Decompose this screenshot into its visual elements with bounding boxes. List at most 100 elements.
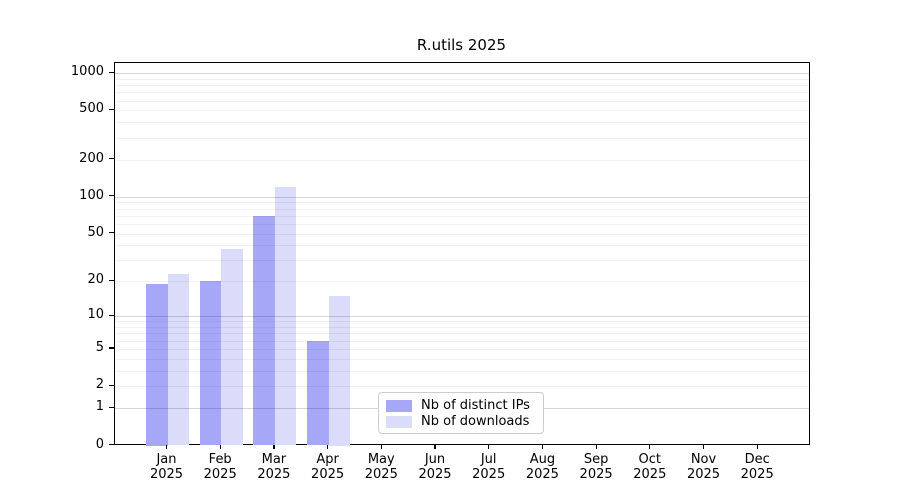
gridline-minor bbox=[114, 358, 809, 360]
x-tick-month: Feb bbox=[208, 451, 232, 467]
x-tick bbox=[488, 444, 490, 449]
gridline-minor bbox=[114, 208, 809, 210]
y-tick bbox=[108, 444, 114, 446]
x-tick-year: 2025 bbox=[311, 467, 345, 482]
x-tick-month: Apr bbox=[316, 451, 339, 467]
x-tick-month: Jan bbox=[156, 451, 177, 467]
x-tick-month: Nov bbox=[690, 451, 717, 467]
x-tick-label: Jan 2025 bbox=[135, 452, 199, 483]
x-tick-year: 2025 bbox=[364, 467, 398, 482]
bar-downloads bbox=[274, 186, 297, 446]
gridline-minor bbox=[114, 85, 809, 86]
plot-area bbox=[113, 61, 810, 446]
x-tick-label: Feb 2025 bbox=[188, 452, 252, 483]
x-tick-label: May 2025 bbox=[349, 452, 413, 483]
x-tick-month: Jul bbox=[480, 451, 497, 467]
x-tick-month: Sep bbox=[583, 451, 609, 467]
gridline-minor bbox=[114, 327, 809, 328]
x-tick-label: Aug 2025 bbox=[510, 452, 574, 483]
y-tick bbox=[108, 71, 114, 73]
y-tick bbox=[108, 279, 114, 282]
x-tick-year: 2025 bbox=[579, 467, 613, 482]
gridline-minor bbox=[114, 92, 809, 94]
x-tick-label: Dec 2025 bbox=[725, 452, 789, 483]
x-tick-month: Jun bbox=[424, 451, 446, 467]
gridline-minor bbox=[114, 260, 809, 262]
gridline-minor bbox=[114, 340, 809, 342]
x-tick bbox=[327, 444, 329, 449]
bar-downloads bbox=[221, 249, 243, 446]
x-tick-label: Mar 2025 bbox=[242, 452, 306, 483]
y-tick bbox=[108, 108, 114, 111]
gridline-major bbox=[114, 73, 809, 74]
x-tick bbox=[595, 444, 597, 449]
gridline-minor bbox=[114, 215, 809, 217]
y-tick-label: 1 bbox=[95, 399, 104, 415]
bar-distinct-ips bbox=[307, 340, 329, 446]
x-tick-year: 2025 bbox=[740, 467, 774, 482]
gridline-minor bbox=[114, 245, 809, 247]
x-tick-month: May bbox=[367, 451, 395, 467]
y-tick-label: 200 bbox=[79, 150, 104, 166]
gridline-minor bbox=[114, 78, 809, 80]
x-tick-month: Dec bbox=[744, 451, 770, 467]
y-tick-label: 0 bbox=[95, 436, 104, 452]
x-tick-month: Oct bbox=[638, 451, 662, 467]
x-tick-year: 2025 bbox=[257, 467, 291, 482]
gridline-minor bbox=[114, 159, 809, 161]
y-tick-label: 2 bbox=[95, 377, 104, 393]
x-tick-year: 2025 bbox=[418, 467, 452, 482]
x-tick-label: Sep 2025 bbox=[564, 452, 628, 483]
x-tick bbox=[756, 444, 758, 449]
gridline-minor bbox=[114, 223, 809, 225]
x-tick-year: 2025 bbox=[525, 467, 559, 482]
gridline-minor bbox=[114, 348, 809, 350]
bar-downloads bbox=[328, 296, 351, 446]
x-tick-year: 2025 bbox=[149, 467, 184, 482]
y-tick-label: 5 bbox=[95, 339, 104, 355]
bar-distinct-ips bbox=[199, 281, 222, 446]
gridline-major bbox=[114, 196, 809, 198]
gridline-minor bbox=[114, 137, 809, 139]
legend-swatch-downloads bbox=[386, 416, 412, 428]
gridline-minor bbox=[114, 333, 809, 335]
chart-title: R.utils 2025 bbox=[416, 36, 507, 54]
y-tick bbox=[108, 314, 114, 316]
x-tick bbox=[702, 444, 705, 449]
gridline-minor bbox=[114, 321, 809, 323]
gridline-minor bbox=[114, 100, 809, 102]
legend-swatch-distinct-ips bbox=[386, 400, 412, 412]
x-tick-year: 2025 bbox=[633, 467, 667, 482]
gridline-minor bbox=[114, 386, 809, 388]
y-tick bbox=[108, 195, 114, 197]
x-tick-label: Jun 2025 bbox=[403, 452, 467, 483]
x-tick-month: Aug bbox=[529, 451, 556, 467]
x-tick bbox=[434, 444, 436, 449]
y-tick bbox=[108, 347, 114, 349]
gridline-major bbox=[114, 316, 809, 318]
y-tick bbox=[108, 158, 114, 160]
y-tick bbox=[108, 232, 114, 234]
x-tick bbox=[165, 444, 168, 449]
y-tick bbox=[108, 384, 114, 387]
legend-label-downloads: Nb of downloads bbox=[421, 414, 530, 429]
y-tick bbox=[108, 406, 114, 408]
x-tick-month: Mar bbox=[261, 451, 287, 467]
gridline-minor bbox=[114, 370, 809, 372]
legend-item-distinct-ips: Nb of distinct IPs bbox=[386, 398, 535, 414]
x-tick bbox=[649, 444, 651, 449]
legend-label-distinct-ips: Nb of distinct IPs bbox=[421, 398, 530, 413]
x-tick-label: Oct 2025 bbox=[618, 452, 682, 483]
y-tick-label: 500 bbox=[79, 101, 104, 117]
x-tick-year: 2025 bbox=[203, 467, 237, 482]
bar-distinct-ips bbox=[253, 215, 275, 446]
gridline-minor bbox=[114, 110, 809, 112]
y-tick-label: 10 bbox=[87, 307, 104, 323]
x-tick-year: 2025 bbox=[472, 467, 506, 482]
bar-distinct-ips bbox=[146, 284, 168, 446]
x-tick bbox=[541, 444, 544, 449]
gridline-minor bbox=[114, 281, 809, 283]
x-tick-label: Jul 2025 bbox=[457, 452, 521, 483]
grid-layer bbox=[114, 63, 809, 444]
